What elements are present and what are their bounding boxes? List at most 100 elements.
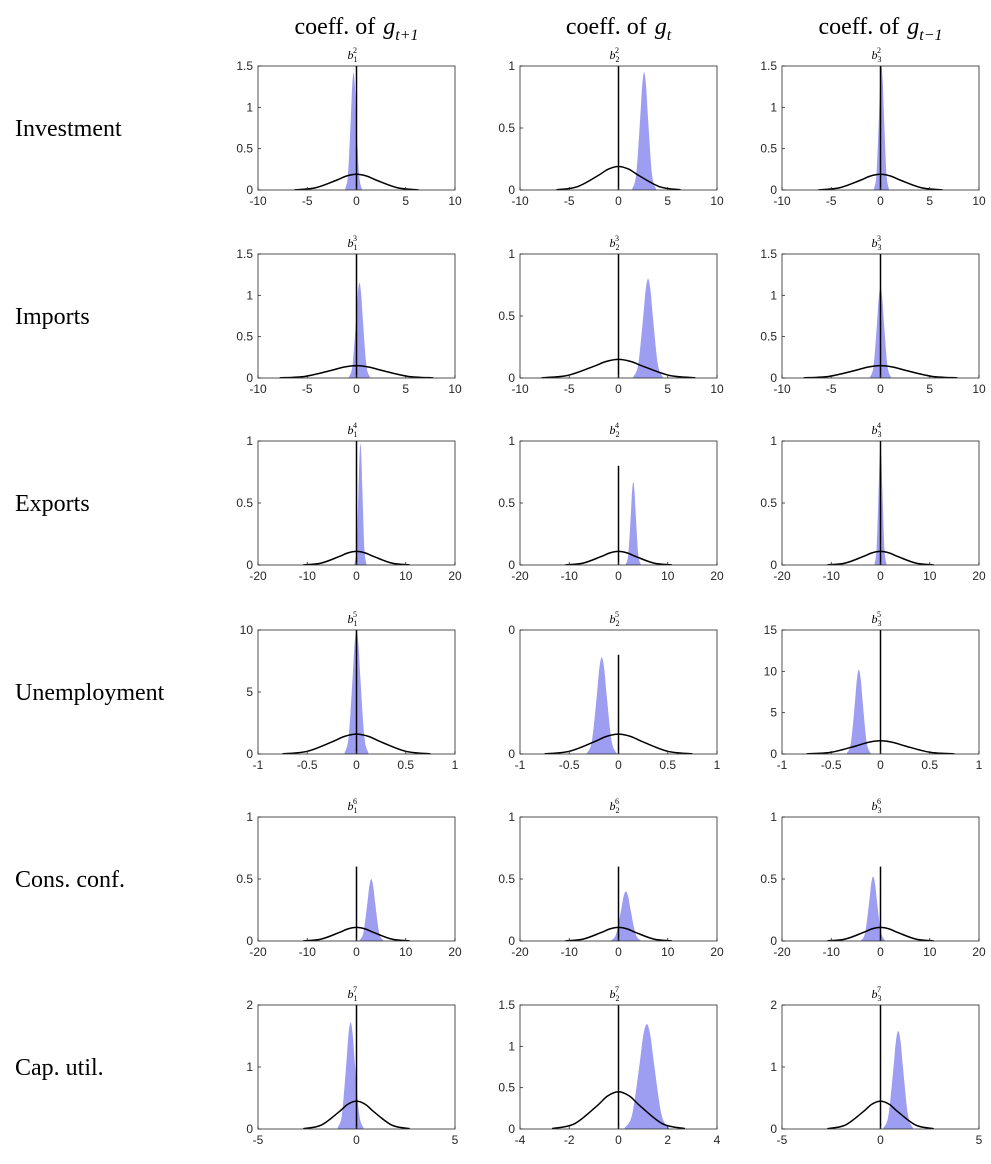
column-title: coeff. of gt (566, 14, 672, 44)
x-tick-label: 10 (448, 382, 462, 396)
x-tick-label: -20 (511, 945, 529, 959)
panel-title-text: b (610, 612, 616, 626)
panel-title-sup: 7 (877, 985, 881, 994)
panel: b34 -20 -10 0 10 20 0 0.5 1 (760, 421, 986, 583)
panel-title-text: b (610, 236, 616, 250)
y-tick-label: 0 (508, 934, 515, 948)
y-tick-label: 0 (246, 371, 253, 385)
x-tick-label: -20 (511, 569, 529, 583)
x-tick-label: -5 (302, 382, 313, 396)
panel-title-text: b (348, 799, 354, 813)
row-label: Investment (15, 116, 122, 142)
posterior-area (632, 72, 656, 190)
column-title-text: coeff. of (294, 14, 375, 40)
panel-title: b32 (872, 46, 882, 64)
x-tick-label: 10 (710, 382, 724, 396)
panel-title-text: b (872, 799, 878, 813)
x-tick-label: 0 (877, 758, 884, 772)
y-tick-label: 0.5 (498, 309, 515, 323)
x-tick-label: 0 (615, 945, 622, 959)
column-title-text: coeff. of (566, 14, 647, 40)
x-tick-label: -5 (826, 382, 837, 396)
column-title-sub: t (667, 27, 672, 44)
panel-title: b36 (872, 797, 882, 815)
y-tick-label: 10 (240, 623, 254, 637)
y-tick-label: 1.5 (498, 998, 515, 1012)
y-tick-label: 0.5 (498, 121, 515, 135)
x-tick-label: 0 (353, 382, 360, 396)
panel-title-sup: 6 (877, 797, 881, 806)
y-tick-label: 0 (508, 558, 515, 572)
panel-title-sup: 2 (877, 46, 881, 55)
panel-title-sub: 2 (616, 55, 620, 64)
x-tick-label: -10 (249, 382, 267, 396)
panel-title-sup: 6 (353, 797, 357, 806)
panel-title-text: b (610, 987, 616, 1001)
column-title-var: g (907, 14, 919, 40)
x-tick-label: 5 (664, 382, 671, 396)
x-tick-label: 1 (976, 758, 983, 772)
panel-title-sup: 2 (353, 46, 357, 55)
panel-title-text: b (348, 987, 354, 1001)
x-tick-label: 0.5 (921, 758, 938, 772)
panel-title-sub: 1 (354, 243, 358, 252)
column-title-sub: t−1 (919, 27, 942, 44)
panel: b27-4 -2 0 2 400.511.5 (498, 985, 720, 1147)
panel: b25 -1 -0.5 0 0.5 1 0 0 (508, 610, 720, 772)
row-label: Cap. util. (15, 1055, 104, 1081)
x-tick-label: 10 (661, 945, 675, 959)
x-tick-label: 20 (972, 945, 986, 959)
panel-title: b26 (610, 797, 620, 815)
y-tick-label: 1 (246, 810, 253, 824)
panel-title-sub: 2 (616, 806, 620, 815)
x-tick-label: 20 (710, 569, 724, 583)
panel-title: b12 (348, 46, 358, 64)
x-tick-label: 0 (615, 569, 622, 583)
y-tick-label: 0 (246, 747, 253, 761)
y-tick-label: 1 (508, 434, 515, 448)
column-title-var: g (655, 14, 667, 40)
x-tick-label: 10 (923, 569, 937, 583)
y-tick-label: 0 (770, 183, 777, 197)
panel: b22 -10 -5 0 5 10 0 0.5 1 (498, 46, 724, 208)
x-tick-label: 5 (402, 194, 409, 208)
x-tick-label: 10 (710, 194, 724, 208)
row-label: Cons. conf. (15, 867, 125, 893)
posterior-area (861, 876, 885, 941)
panel-title-sup: 5 (353, 610, 357, 619)
panel-title: b37 (872, 985, 882, 1003)
x-tick-label: 0 (353, 945, 360, 959)
panel: b32 -10 -5 0 5 10 0 0.5 1 1.5 (760, 46, 986, 208)
y-tick-label: 0.5 (760, 142, 777, 156)
x-tick-label: -10 (773, 382, 791, 396)
panel-title-sub: 3 (878, 430, 882, 439)
panel-title: b16 (348, 797, 358, 815)
y-tick-label: 0.5 (236, 330, 253, 344)
y-tick-label: 0 (770, 371, 777, 385)
panel-title-sup: 5 (615, 610, 619, 619)
panel-title: b34 (872, 421, 882, 439)
x-tick-label: -10 (511, 194, 529, 208)
x-tick-label: -1 (515, 758, 526, 772)
y-tick-label: 0 (508, 747, 515, 761)
posterior-area (625, 481, 641, 565)
y-tick-label: 0.5 (498, 1081, 515, 1095)
x-tick-label: 20 (448, 945, 462, 959)
x-tick-label: -10 (299, 945, 317, 959)
x-tick-label: 0 (877, 382, 884, 396)
y-tick-label: 0 (508, 1122, 515, 1136)
column-title-var: g (383, 14, 395, 40)
panel-title: b23 (610, 234, 620, 252)
y-tick-label: 0 (508, 623, 515, 637)
x-tick-label: 1 (452, 758, 459, 772)
panel-title: b15 (348, 610, 358, 628)
x-tick-label: 0 (877, 1133, 884, 1147)
panel-title: b13 (348, 234, 358, 252)
panel-title-sub: 2 (616, 994, 620, 1003)
panel-title-sub: 2 (616, 243, 620, 252)
x-tick-label: -5 (777, 1133, 788, 1147)
y-tick-label: 1 (770, 100, 777, 114)
